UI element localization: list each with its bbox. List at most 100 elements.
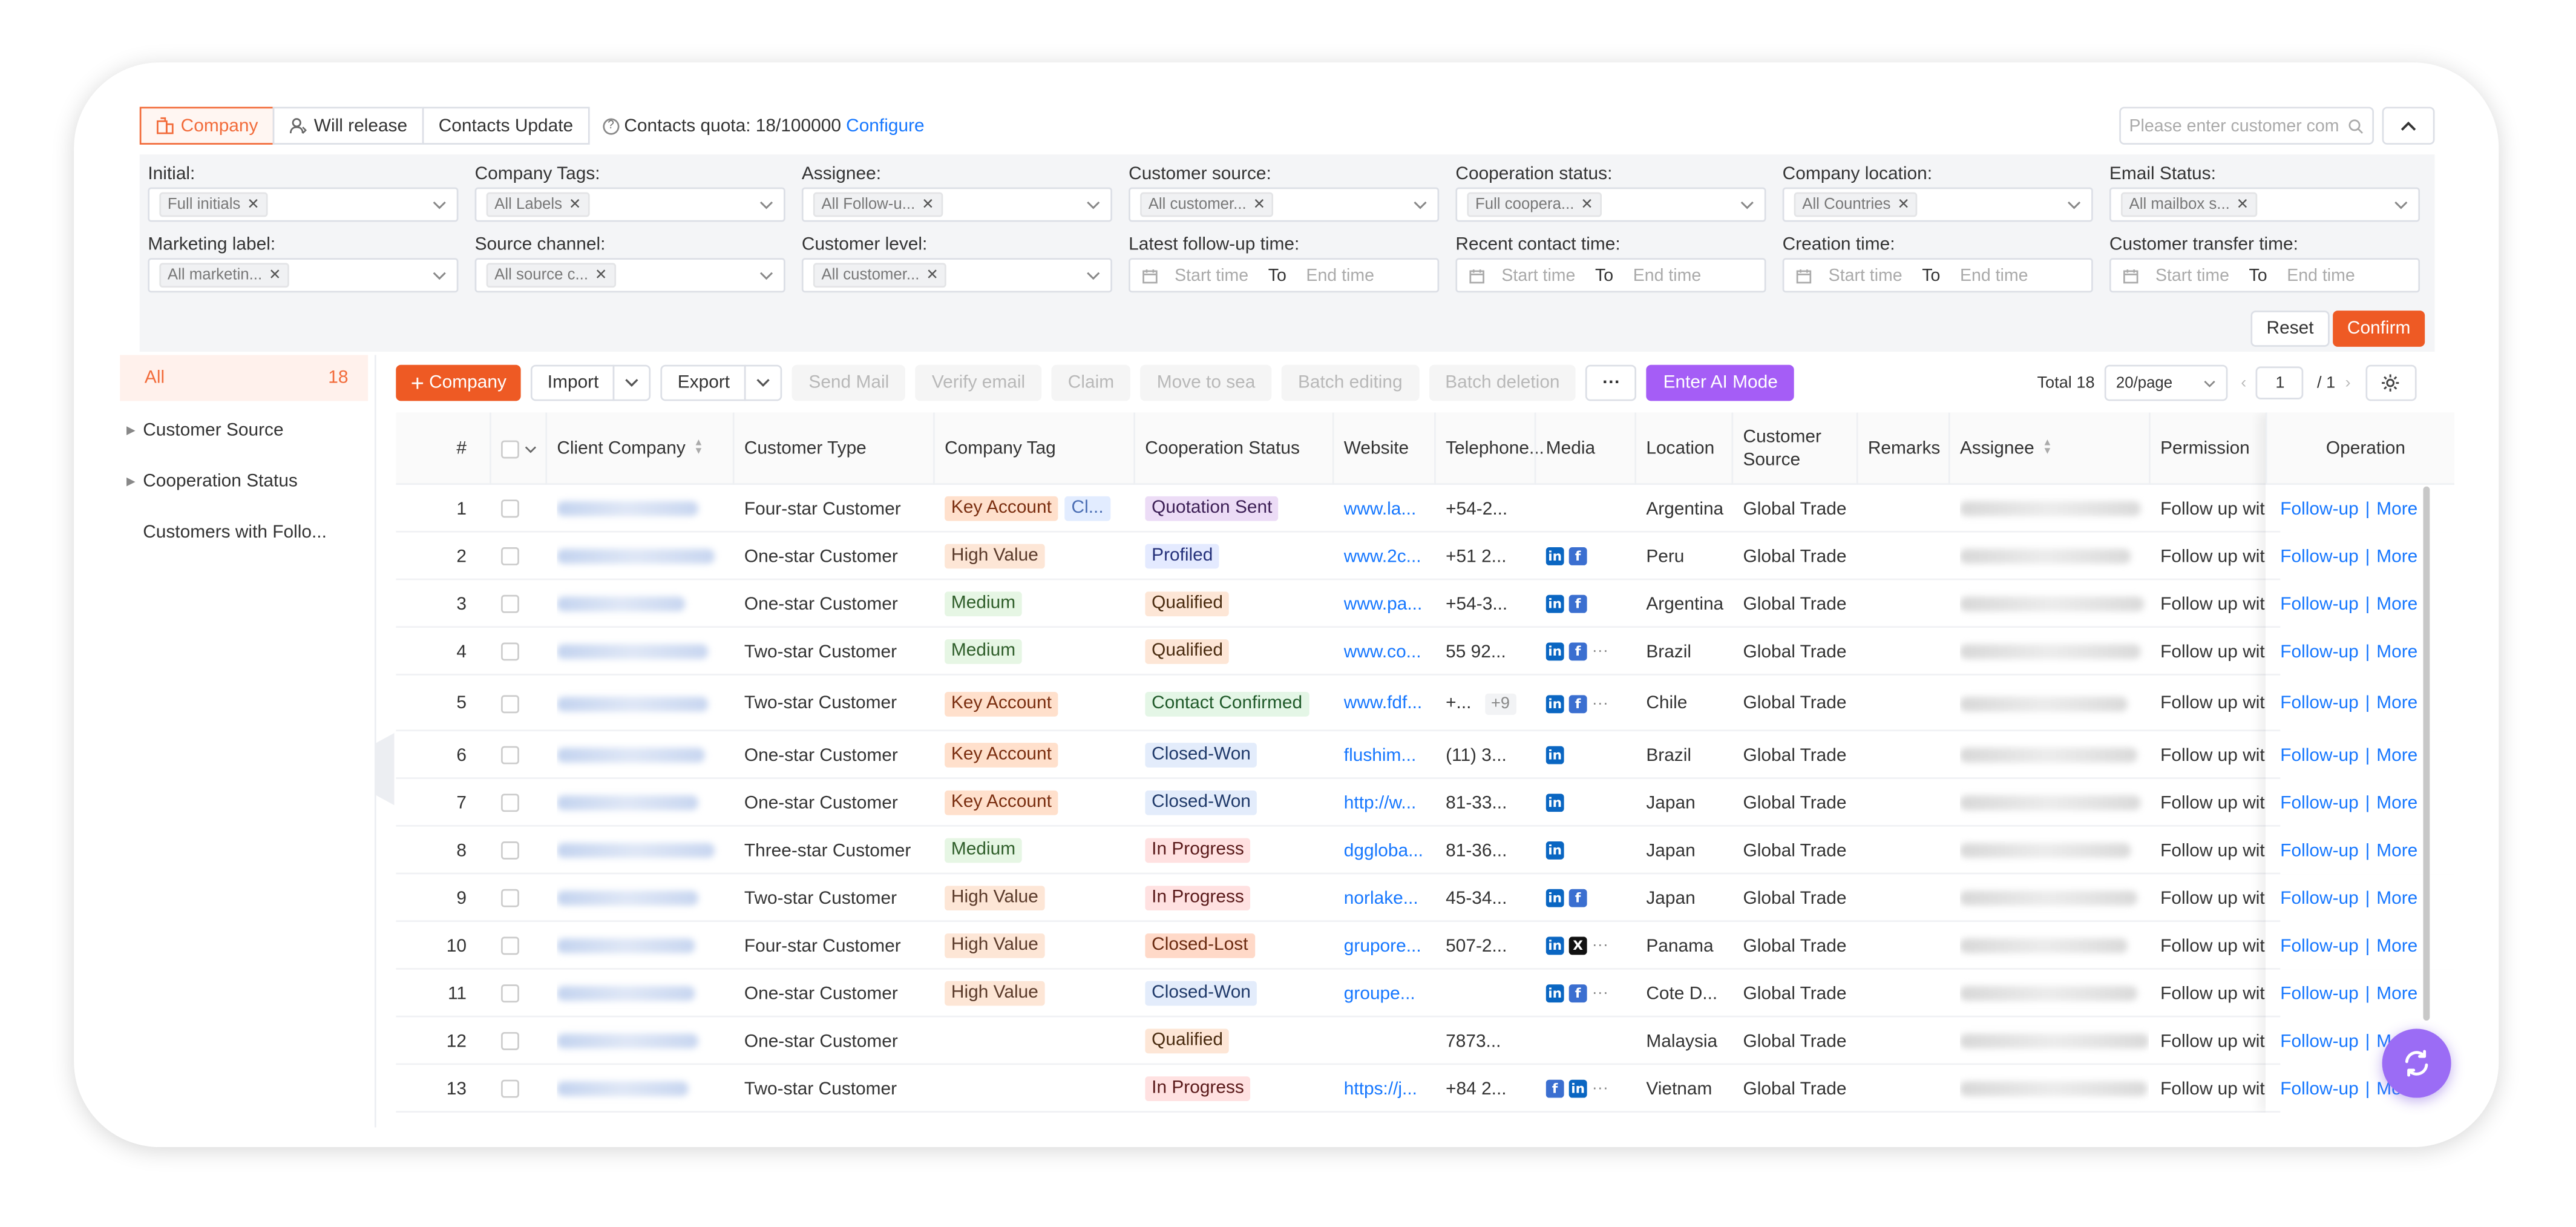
linkedin-icon[interactable]: in [1545, 547, 1564, 565]
filter-select[interactable]: All customer... ✕ [801, 258, 1112, 293]
start-time-input[interactable]: Start time [2155, 265, 2229, 286]
filter-select[interactable]: All customer... ✕ [1129, 187, 1440, 222]
more-link[interactable]: More [2376, 888, 2418, 908]
more-link[interactable]: More [2376, 792, 2418, 813]
close-icon[interactable]: ✕ [1897, 196, 1910, 212]
linkedin-icon[interactable]: in [1545, 889, 1564, 907]
linkedin-icon[interactable]: in [1568, 1079, 1587, 1098]
start-time-input[interactable]: Start time [1175, 265, 1249, 286]
filter-select[interactable]: All Labels ✕ [474, 187, 785, 222]
row-select[interactable] [501, 628, 545, 676]
row-checkbox[interactable] [501, 889, 519, 907]
more-media-icon[interactable]: ··· [1591, 984, 1608, 1003]
table-row[interactable]: 5 Two-star Customer Key Account Contact Con… [396, 675, 2455, 732]
row-checkbox[interactable] [501, 984, 519, 1003]
row-checkbox[interactable] [501, 1031, 519, 1050]
row-select[interactable] [501, 485, 545, 533]
follow-up-link[interactable]: Follow-up [2280, 693, 2359, 714]
facebook-icon[interactable]: f [1568, 694, 1587, 712]
select-all-checkbox[interactable] [501, 439, 519, 458]
client-company-name[interactable] [557, 580, 732, 628]
row-checkbox[interactable] [501, 746, 519, 765]
row-checkbox[interactable] [501, 794, 519, 812]
client-company-name[interactable] [557, 485, 732, 533]
table-row[interactable]: 4 Two-star Customer Medium Qualified www.co.… [396, 628, 2455, 676]
client-company-name[interactable] [557, 1065, 732, 1113]
column-header[interactable]: Client Company ▲ ▼ [545, 412, 732, 485]
end-time-input[interactable]: End time [2287, 265, 2355, 286]
page-size-select[interactable]: 20/page [2104, 364, 2228, 401]
end-time-input[interactable]: End time [1959, 265, 2028, 286]
client-company-name[interactable] [557, 628, 732, 676]
table-row[interactable]: 9 Two-star Customer High Value In Progress n… [396, 874, 2455, 923]
claim-button[interactable]: Claim [1051, 364, 1131, 401]
start-time-input[interactable]: Start time [1501, 265, 1576, 286]
date-range-picker[interactable]: Start time To End time [1129, 258, 1440, 293]
row-checkbox[interactable] [501, 499, 519, 518]
follow-up-link[interactable]: Follow-up [2280, 546, 2359, 567]
more-link[interactable]: More [2376, 642, 2418, 662]
row-checkbox[interactable] [501, 694, 519, 712]
sync-fab-button[interactable] [2382, 1028, 2451, 1098]
table-row[interactable]: 12 One-star Customer Qualified 7873... Malay… [396, 1017, 2455, 1065]
table-row[interactable]: 10 Four-star Customer High Value Closed-Los… [396, 922, 2455, 970]
more-media-icon[interactable]: ··· [1591, 642, 1608, 661]
website-link[interactable]: dggloba... [1343, 840, 1423, 861]
row-select[interactable] [501, 676, 545, 731]
row-select[interactable] [501, 731, 545, 779]
more-phones-badge[interactable]: +9 [1484, 692, 1516, 714]
tab-will-release[interactable]: Will release [272, 107, 424, 145]
page-number-input[interactable]: 1 [2256, 366, 2304, 400]
follow-up-link[interactable]: Follow-up [2280, 792, 2359, 813]
batch-deletion-button[interactable]: Batch deletion [1429, 364, 1576, 401]
follow-up-link[interactable]: Follow-up [2280, 936, 2359, 956]
client-company-name[interactable] [557, 874, 732, 922]
linkedin-icon[interactable]: in [1545, 984, 1564, 1003]
website-link[interactable]: www.fdf... [1343, 693, 1423, 714]
linkedin-icon[interactable]: in [1545, 841, 1564, 860]
row-select[interactable] [501, 533, 545, 581]
table-settings-button[interactable] [2365, 364, 2417, 401]
batch-editing-button[interactable]: Batch editing [1281, 364, 1419, 401]
filter-select[interactable]: All Countries ✕ [1782, 187, 2093, 222]
row-select[interactable] [501, 1018, 545, 1065]
more-link[interactable]: More [2376, 936, 2418, 956]
close-icon[interactable]: ✕ [269, 266, 281, 283]
date-range-picker[interactable]: Start time To End time [2109, 258, 2420, 293]
facebook-icon[interactable]: f [1568, 547, 1587, 565]
table-row[interactable]: 11 One-star Customer High Value Closed-Won g… [396, 969, 2455, 1018]
row-checkbox[interactable] [501, 642, 519, 661]
next-page-icon[interactable]: › [2345, 373, 2351, 392]
more-media-icon[interactable]: ··· [1591, 1079, 1608, 1098]
sort-icon[interactable]: ▲ ▼ [693, 438, 704, 457]
follow-up-link[interactable]: Follow-up [2280, 983, 2359, 1004]
sidebar-item-customers-with-follow[interactable]: Customers with Follo... [120, 506, 368, 557]
verify-email-button[interactable]: Verify email [915, 364, 1042, 401]
client-company-name[interactable] [557, 731, 732, 779]
website-link[interactable] [1344, 1018, 1434, 1065]
filter-select[interactable]: All Follow-u... ✕ [801, 187, 1112, 222]
more-media-icon[interactable]: ··· [1591, 694, 1608, 712]
more-link[interactable]: More [2376, 498, 2418, 519]
row-select[interactable] [501, 779, 545, 827]
follow-up-link[interactable]: Follow-up [2280, 642, 2359, 662]
start-time-input[interactable]: Start time [1828, 265, 1903, 286]
filter-select[interactable]: Full coopera... ✕ [1455, 187, 1766, 222]
facebook-icon[interactable]: f [1568, 594, 1587, 613]
client-company-name[interactable] [557, 1018, 732, 1065]
reset-button[interactable]: Reset [2250, 311, 2330, 347]
website-link[interactable]: https://j... [1343, 1079, 1417, 1099]
close-icon[interactable]: ✕ [247, 196, 260, 212]
table-row[interactable]: 1 Four-star Customer Key Account Cl... Quota… [396, 484, 2455, 533]
sidebar-item-cooperation-status[interactable]: ▶ Cooperation Status [120, 455, 368, 506]
linkedin-icon[interactable]: in [1545, 694, 1564, 712]
row-select[interactable] [501, 827, 545, 875]
client-company-name[interactable] [557, 827, 732, 875]
export-button[interactable]: Export [661, 364, 747, 401]
close-icon[interactable]: ✕ [922, 196, 934, 212]
client-company-name[interactable] [557, 533, 732, 581]
client-company-name[interactable] [557, 922, 732, 970]
row-checkbox[interactable] [501, 936, 519, 955]
add-company-button[interactable]: + Company [396, 364, 522, 401]
search-input[interactable]: Please enter customer com [2119, 107, 2374, 145]
